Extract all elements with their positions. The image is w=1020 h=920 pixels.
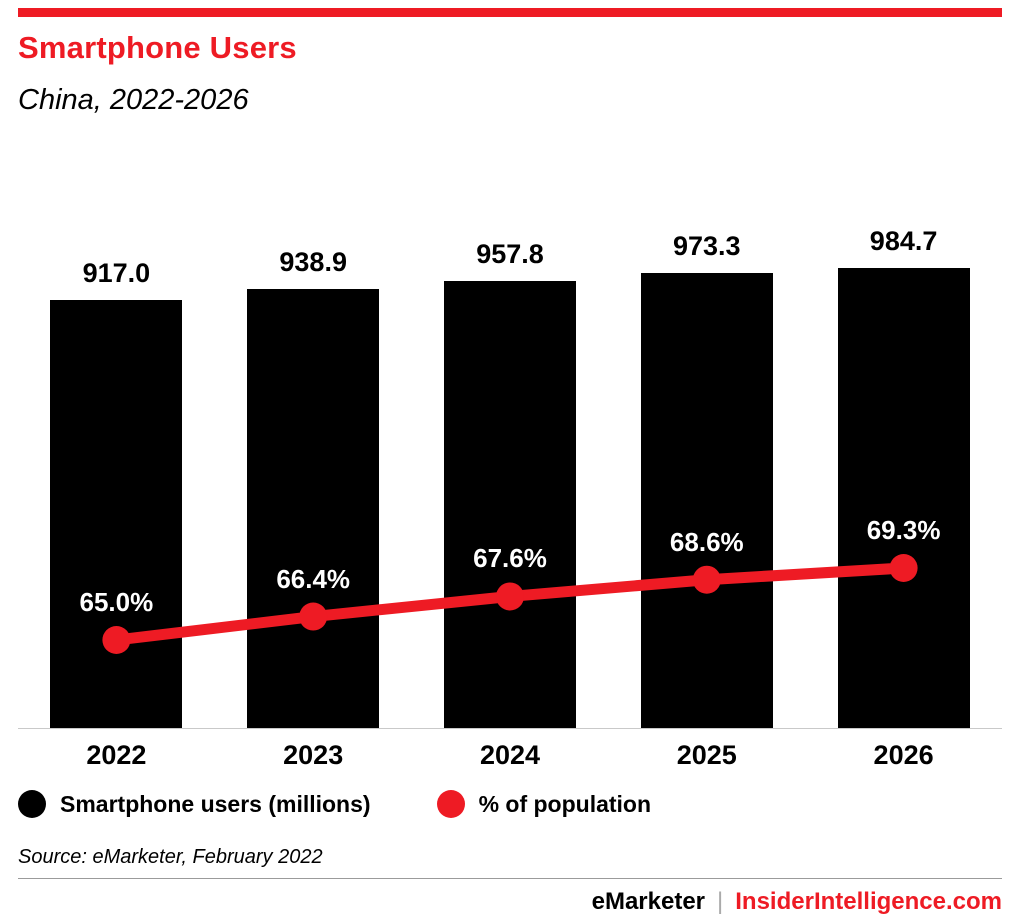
legend-item-1: % of population: [436, 790, 652, 818]
bar-2022: [50, 300, 183, 728]
legend-item-0: Smartphone users (millions): [18, 790, 371, 818]
bar-value-label: 957.8: [476, 239, 544, 269]
x-axis-label: 2022: [86, 740, 147, 770]
bar-value-label: 984.7: [869, 226, 938, 256]
legend: Smartphone users (millions) % of populati…: [18, 790, 651, 818]
insider-intelligence-link[interactable]: InsiderIntelligence.com: [735, 888, 1002, 915]
emarketer-brand: eMarketer: [591, 888, 706, 915]
line-value-label: 67.6%: [473, 543, 547, 574]
bar-2026: [837, 268, 970, 728]
x-axis-label: 2023: [283, 740, 344, 770]
line-value-label: 66.4%: [276, 563, 351, 594]
line-value-label: 65.0%: [79, 587, 154, 617]
bar-value-label: 973.3: [673, 231, 741, 261]
legend-swatch: [436, 790, 465, 818]
bar-2024: [444, 281, 576, 728]
footer-divider: [18, 878, 1002, 879]
bar-value-label: 938.9: [279, 247, 347, 277]
line-value-label: 69.3%: [866, 515, 941, 545]
x-axis-label: 2025: [676, 740, 737, 770]
bar-2025: [640, 273, 773, 728]
legend-label: % of population: [478, 790, 652, 817]
footer: eMarketer | InsiderIntelligence.com: [592, 888, 1002, 916]
line-value-label: 68.6%: [669, 526, 744, 557]
top-accent-bar: [18, 8, 1002, 17]
chart-title: Smartphone Users: [18, 30, 297, 65]
bar-2023: [247, 289, 380, 728]
bar-value-label: 917.0: [82, 258, 151, 288]
chart-subtitle: China, 2022-2026: [18, 84, 249, 116]
x-axis-label: 2026: [873, 740, 934, 770]
legend-label: Smartphone users (millions): [60, 790, 371, 817]
legend-swatch: [18, 790, 46, 818]
source-note: Source: eMarketer, February 2022: [18, 846, 323, 868]
footer-separator: |: [717, 888, 724, 915]
x-axis-label: 2024: [479, 740, 541, 770]
plot-area: 917.0 2022 938.9 2023 957.8 2024 973.3 2025 984.…: [18, 200, 1002, 770]
